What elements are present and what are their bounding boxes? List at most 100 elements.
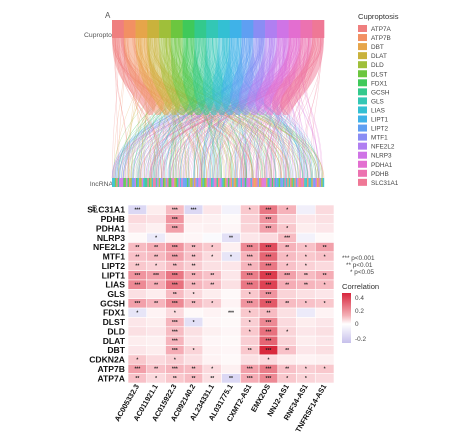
significance-mark: *	[324, 301, 326, 307]
lncrna-node	[212, 178, 214, 187]
lncrna-node	[234, 178, 237, 187]
lncrna-node	[220, 178, 223, 187]
lncrna-node	[215, 178, 217, 187]
lncrna-node	[229, 178, 231, 187]
legend-label: MTF1	[371, 135, 388, 142]
legend-swatch	[358, 79, 367, 87]
heatmap-cell	[127, 223, 148, 234]
lncrna-node	[208, 178, 210, 187]
legend-swatch	[358, 106, 367, 114]
lncrna-node	[233, 178, 236, 187]
heatmap-cell	[314, 373, 335, 384]
lncrna-node	[184, 178, 186, 187]
colorbar-tick: -0.2	[355, 336, 366, 343]
heatmap-cell	[221, 326, 241, 337]
heatmap-cell	[202, 289, 222, 299]
significance-mark: *	[211, 245, 213, 251]
colorbar-tick: 0.4	[355, 295, 364, 302]
significance-mark: *	[249, 311, 251, 317]
legend-label: DLAT	[371, 53, 387, 60]
heatmap-cell	[127, 214, 148, 225]
lncrna-node	[144, 178, 147, 187]
row-label: PDHA1	[96, 223, 125, 233]
legend-label: DBT	[371, 44, 384, 51]
heatmap-cell	[202, 307, 222, 318]
heatmap-cell	[314, 260, 335, 271]
heatmap-cell	[296, 289, 316, 299]
row-label: DBT	[107, 345, 125, 355]
legend-swatch	[358, 160, 367, 168]
legend-swatch	[358, 178, 367, 186]
row-label: GCSH	[100, 298, 125, 308]
significance-mark: **	[285, 301, 289, 307]
significance-mark: *	[305, 264, 307, 270]
lncrna-node	[283, 178, 285, 187]
significance-mark: **	[210, 376, 214, 382]
lncrna-node	[239, 178, 241, 187]
heatmap-cell	[127, 326, 148, 337]
significance-marks: *** *** *** * *** **** ****** *** ** ** ***** ** ***…	[134, 207, 326, 382]
heatmap-cell	[146, 204, 166, 215]
lncrna-node	[268, 178, 271, 187]
significance-mark: ***	[266, 217, 272, 223]
legend-label: LIAS	[371, 107, 385, 114]
lncrna-node	[312, 178, 315, 187]
heatmap-cell	[146, 317, 166, 328]
legend-swatch	[358, 52, 367, 60]
heatmap-cell	[221, 214, 241, 225]
lncrna-node	[307, 178, 309, 187]
heatmap-cell	[183, 223, 204, 234]
lncrna-node	[175, 178, 178, 187]
significance-mark: ***	[191, 207, 197, 213]
legend-swatch	[358, 25, 367, 32]
heatmap-cell	[221, 242, 241, 253]
lncrna-node	[240, 178, 243, 187]
bottom-axis-label: lncRNA	[90, 181, 114, 188]
legend-label: DLST	[371, 71, 387, 78]
heatmap-cell	[146, 214, 166, 225]
lncrna-node	[261, 178, 264, 187]
lncrna-node	[210, 178, 213, 187]
legend-swatch	[358, 97, 367, 105]
heatmap-cell	[221, 298, 241, 309]
cuproptosis-node	[182, 20, 195, 38]
sig-legend-item: *** p<0.001	[342, 255, 375, 262]
lncrna-node	[291, 178, 294, 187]
lncrna-node	[243, 178, 246, 187]
lncrna-node	[199, 178, 202, 187]
significance-mark: *	[305, 245, 307, 251]
heatmap-cell	[183, 214, 204, 225]
lncrna-node	[195, 178, 197, 187]
lncrna-node	[264, 178, 267, 187]
significance-mark: ***	[266, 282, 272, 288]
significance-mark: *	[305, 254, 307, 260]
significance-mark: ***	[266, 301, 272, 307]
significance-mark: *	[249, 329, 251, 335]
heatmap-cell	[296, 335, 316, 346]
significance-mark: ***	[266, 245, 272, 251]
lncrna-node	[292, 178, 295, 187]
lncrna-node	[169, 178, 172, 187]
heatmap-cell	[221, 260, 241, 271]
legend-label: LIPT2	[371, 126, 388, 133]
heatmap-cell	[221, 335, 241, 346]
lncrna-node	[119, 178, 121, 187]
panel-b-label: B	[92, 204, 97, 213]
significance-mark: ***	[247, 273, 253, 279]
sankey-ribbons	[111, 37, 325, 179]
significance-mark: **	[285, 367, 289, 373]
lncrna-node	[205, 178, 207, 187]
significance-mark: *	[230, 254, 232, 260]
lncrna-node	[242, 178, 244, 187]
lncrna-node	[201, 178, 203, 187]
lncrna-node	[277, 178, 279, 187]
lncrna-node	[134, 178, 137, 187]
heatmap-cell	[314, 354, 335, 365]
heatmap-cell	[277, 335, 297, 346]
significance-mark: ***	[247, 282, 253, 288]
link-fan	[247, 38, 277, 115]
lncrna-node	[162, 178, 165, 187]
legend-swatch	[358, 142, 367, 150]
lncrna-node	[314, 178, 316, 187]
significance-mark: **	[173, 264, 177, 270]
